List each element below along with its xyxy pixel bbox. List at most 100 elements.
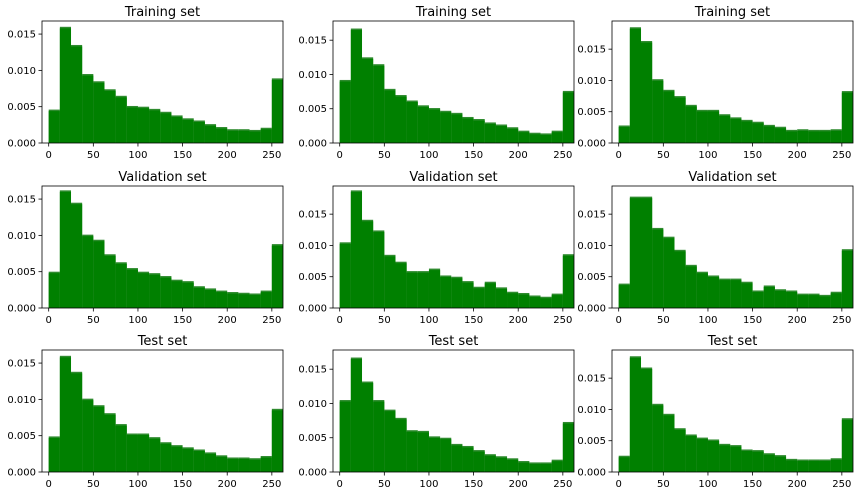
histogram-bar	[260, 129, 272, 143]
histogram-bar	[507, 459, 519, 472]
histogram-bar	[104, 414, 116, 472]
histogram-bar	[227, 130, 239, 143]
histogram-bar	[841, 250, 853, 308]
histogram-bar	[507, 128, 519, 143]
y-tick-label: 0.015	[577, 210, 606, 221]
y-tick-label: 0.000	[577, 468, 606, 479]
panel-title: Validation set	[118, 170, 206, 185]
histogram-bar	[428, 437, 441, 472]
histogram-bar	[562, 92, 574, 143]
histogram-bar	[216, 128, 228, 143]
y-tick-label: 0.005	[298, 272, 327, 283]
histogram-bar	[193, 450, 205, 472]
histogram-bar	[82, 236, 94, 308]
histogram-bar	[797, 295, 809, 308]
x-tick-label: 200	[788, 479, 807, 490]
histogram-bar	[551, 461, 563, 472]
x-tick-label: 200	[218, 315, 237, 326]
histogram-bar	[808, 295, 820, 308]
histogram-bar	[741, 450, 753, 472]
y-tick-label: 0.000	[577, 304, 606, 315]
x-tick-label: 150	[743, 150, 762, 161]
histogram-bar	[216, 292, 228, 308]
histogram-bar	[707, 440, 720, 472]
histogram-bar	[137, 435, 150, 472]
x-tick-label: 250	[553, 150, 572, 161]
histogram-bar	[797, 130, 809, 143]
y-tick-label: 0.000	[7, 139, 36, 150]
x-tick-label: 150	[173, 150, 192, 161]
histogram-bar	[462, 282, 474, 308]
y-tick-label: 0.005	[577, 107, 606, 118]
histogram-bar	[440, 112, 452, 143]
histogram-bar	[618, 285, 630, 308]
histogram-bar	[629, 357, 642, 472]
histogram-bar	[406, 102, 418, 143]
histogram-bar	[350, 359, 363, 472]
histogram-bar	[786, 131, 798, 143]
x-tick-label: 0	[337, 150, 343, 161]
histogram-bar	[137, 108, 150, 143]
x-tick-label: 100	[419, 479, 438, 490]
histogram-bar	[629, 198, 642, 308]
x-tick-label: 50	[657, 315, 670, 326]
histogram-bar	[137, 273, 150, 308]
x-tick-label: 50	[87, 479, 100, 490]
histogram-bar	[71, 46, 83, 143]
histogram-bar	[618, 126, 630, 143]
histogram-bar	[819, 131, 831, 143]
y-tick-label: 0.000	[7, 468, 36, 479]
histogram-bar	[819, 296, 831, 308]
histogram-bar	[641, 369, 653, 472]
x-tick-label: 0	[616, 479, 622, 490]
histogram-bar	[260, 292, 272, 308]
y-tick-label: 0.015	[577, 45, 606, 56]
x-tick-label: 150	[173, 315, 192, 326]
histogram-bar	[126, 107, 138, 143]
histogram-bar	[204, 289, 217, 308]
axes-frame	[332, 20, 575, 144]
histogram-panel-1: Training set 0 50 100 150 200 250 0.000 0.005 0.0…	[7, 5, 284, 161]
histogram-bar	[395, 419, 407, 472]
histogram-bar	[484, 455, 496, 472]
histogram-bar	[830, 293, 842, 308]
histogram-bar	[830, 459, 842, 472]
y-tick-label: 0.015	[298, 36, 327, 47]
axes-frame	[41, 349, 284, 473]
y-tick-label: 0.010	[298, 70, 327, 81]
histogram-bar	[384, 256, 396, 308]
histogram-bar	[641, 42, 653, 144]
x-tick-label: 200	[788, 315, 807, 326]
x-tick-label: 150	[743, 479, 762, 490]
x-tick-label: 100	[419, 150, 438, 161]
histogram-bar	[238, 294, 250, 308]
histogram-bar	[104, 90, 116, 143]
y-tick-label: 0.010	[577, 405, 606, 416]
histogram-panel-7: Test set 0 50 100 150 200 250 0.000 0.005 0.010 0.…	[7, 334, 284, 490]
histogram-bar	[786, 291, 798, 308]
histogram-bar	[171, 116, 183, 143]
histogram-bar	[808, 131, 820, 143]
y-tick-label: 0.000	[7, 304, 36, 315]
histogram-bar	[529, 463, 541, 472]
y-tick-label: 0.010	[7, 231, 36, 242]
histogram-bar	[685, 435, 697, 472]
x-tick-label: 0	[616, 315, 622, 326]
x-tick-label: 250	[262, 479, 281, 490]
x-tick-label: 150	[464, 150, 483, 161]
panel-title: Training set	[124, 5, 200, 20]
x-tick-label: 100	[698, 150, 717, 161]
panel-title: Test set	[707, 334, 758, 349]
histogram-bar	[763, 286, 775, 308]
x-tick-label: 0	[46, 150, 52, 161]
histogram-bar	[663, 91, 675, 143]
x-tick-label: 200	[509, 479, 528, 490]
x-tick-label: 0	[337, 315, 343, 326]
histogram-bar	[641, 198, 653, 308]
histogram-bar	[227, 458, 239, 472]
axes-frame	[611, 20, 854, 144]
histogram-bar	[774, 128, 787, 143]
histogram-bar	[674, 97, 686, 143]
histogram-bar	[841, 419, 853, 472]
